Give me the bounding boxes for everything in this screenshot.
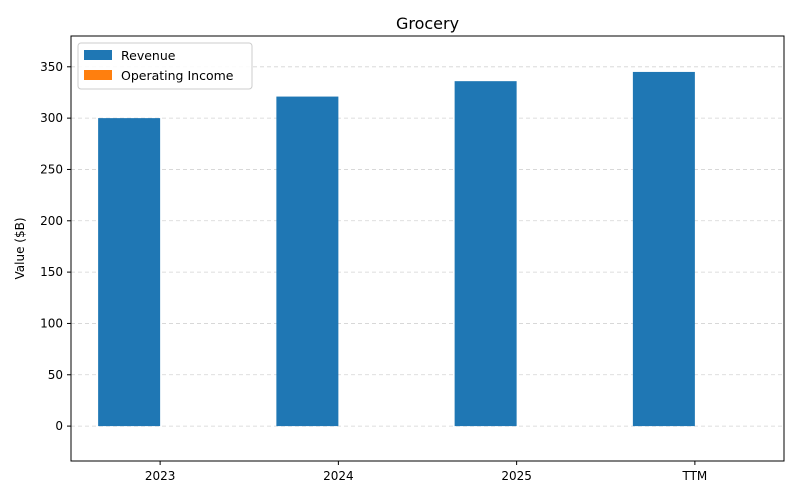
bar-revenue bbox=[276, 96, 339, 427]
y-tick-label: 200 bbox=[40, 214, 63, 228]
y-axis: 0 50 100 150 200 250 300 350 bbox=[40, 60, 71, 433]
bar-revenue bbox=[454, 81, 517, 427]
y-axis-label: Value ($B) bbox=[13, 218, 27, 280]
y-tick-label: 300 bbox=[40, 111, 63, 125]
chart-title: Grocery bbox=[396, 14, 459, 33]
y-tick-label: 0 bbox=[55, 419, 63, 433]
y-tick-label: 150 bbox=[40, 265, 63, 279]
plot-frame bbox=[70, 35, 785, 462]
bar-revenue bbox=[98, 118, 161, 427]
y-tick-label: 350 bbox=[40, 60, 63, 74]
bar-revenue bbox=[632, 71, 695, 427]
x-tick-label: TTM bbox=[681, 469, 707, 483]
legend-label: Operating Income bbox=[121, 68, 234, 83]
legend-swatch bbox=[84, 50, 112, 60]
legend-swatch bbox=[84, 70, 112, 80]
y-tick-label: 250 bbox=[40, 162, 63, 176]
y-tick-label: 50 bbox=[48, 368, 63, 382]
x-axis: 2023 2024 2025 TTM bbox=[145, 461, 707, 483]
y-tick-label: 100 bbox=[40, 316, 63, 330]
x-tick-label: 2025 bbox=[501, 469, 532, 483]
x-tick-label: 2023 bbox=[145, 469, 176, 483]
legend-label: Revenue bbox=[121, 48, 176, 63]
bars bbox=[98, 71, 695, 427]
legend: Revenue Operating Income bbox=[77, 42, 253, 90]
legend-box bbox=[77, 42, 253, 90]
x-tick-label: 2024 bbox=[323, 469, 354, 483]
